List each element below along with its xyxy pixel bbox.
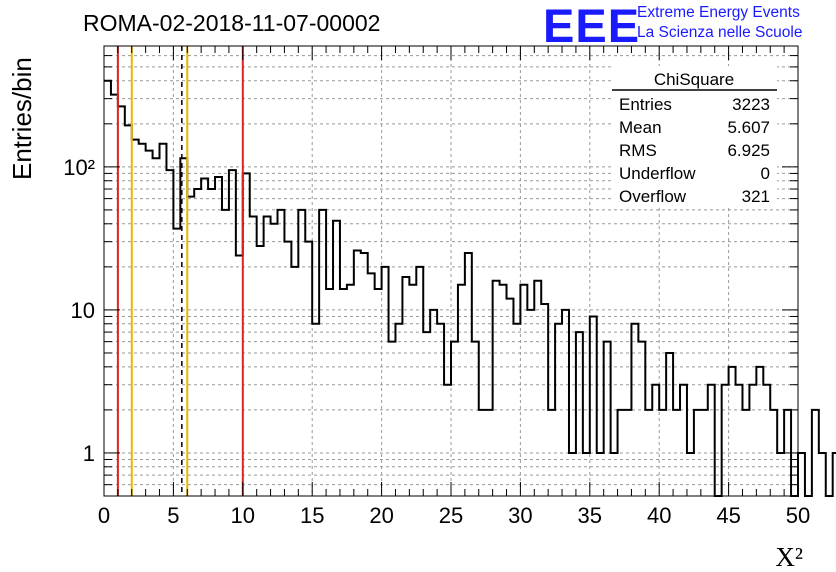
y-axis-label: Entries/bin [7, 57, 37, 180]
x-tick-label: 5 [167, 503, 179, 528]
stats-row-label: Mean [619, 118, 662, 137]
chart-title: ROMA-02-2018-11-07-00002 [83, 10, 381, 36]
x-tick-label: 30 [508, 503, 532, 528]
stats-row-value: 6.925 [727, 141, 770, 160]
stats-row-value: 3223 [732, 95, 770, 114]
y-tick-label: 1 [83, 441, 95, 466]
logo-subtitle-1: Extreme Energy Events [637, 4, 800, 21]
y-tick-label: 10 [71, 298, 95, 323]
histogram-line [104, 79, 836, 497]
stats-row-value: 0 [761, 164, 770, 183]
x-tick-label: 0 [98, 503, 110, 528]
stats-row-label: Entries [619, 95, 672, 114]
x-tick-label: 35 [578, 503, 602, 528]
stats-row-label: RMS [619, 141, 657, 160]
x-tick-label: 40 [647, 503, 671, 528]
y-tick-label: 10² [63, 155, 95, 180]
stats-row-label: Overflow [619, 187, 687, 206]
logo-subtitle-2: La Scienza nelle Scuole [637, 24, 803, 41]
x-tick-label: 25 [439, 503, 463, 528]
x-tick-label: 50 [786, 503, 810, 528]
stats-title: ChiSquare [654, 70, 734, 89]
x-tick-label: 45 [716, 503, 740, 528]
x-tick-label: 20 [369, 503, 393, 528]
stats-row-value: 5.607 [727, 118, 770, 137]
x-axis-label: X² [775, 542, 803, 572]
histogram [104, 79, 836, 497]
stats-box: ChiSquare Entries 3223 Mean 5.607 RMS 6.925 Und… [612, 66, 777, 206]
stats-row-value: 321 [742, 187, 770, 206]
x-tick-label: 15 [300, 503, 324, 528]
reference-lines [116, 46, 244, 496]
eee-logo: EEE [543, 0, 641, 52]
x-tick-label: 10 [231, 503, 255, 528]
stats-row-label: Underflow [619, 164, 696, 183]
axes: 0 5 10 15 20 25 30 35 40 45 50 1 10 10² X² Entries/bin [7, 45, 810, 572]
